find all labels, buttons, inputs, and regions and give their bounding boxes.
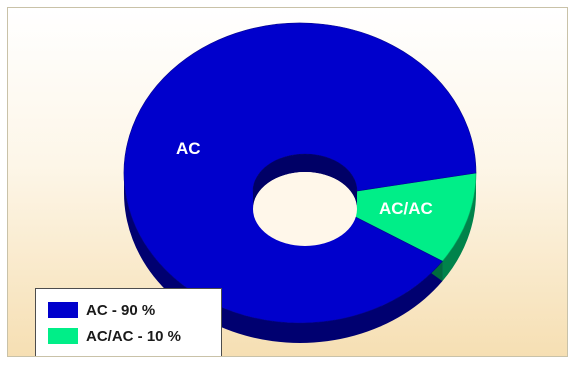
legend-item-acac: AC/AC - 10 % (48, 327, 181, 345)
legend-item-ac: AC - 90 % (48, 301, 155, 319)
slice-label-ac: AC (176, 139, 201, 158)
legend-label-acac: AC/AC - 10 % (86, 327, 182, 345)
donut-hole (253, 172, 357, 246)
slice-side-acac (442, 173, 476, 282)
legend-swatch-ac (48, 302, 78, 318)
slice-label-acac: AC/AC (379, 199, 433, 218)
donut-hole-wall (253, 154, 357, 209)
chart-frame: AC AC/AC AC - 90 % AC/AC - 10 % (7, 7, 568, 357)
legend-swatch-acac (48, 328, 78, 344)
legend-label-ac: AC - 90 % (86, 301, 156, 319)
chart-legend: AC - 90 % AC/AC - 10 % (35, 288, 222, 356)
